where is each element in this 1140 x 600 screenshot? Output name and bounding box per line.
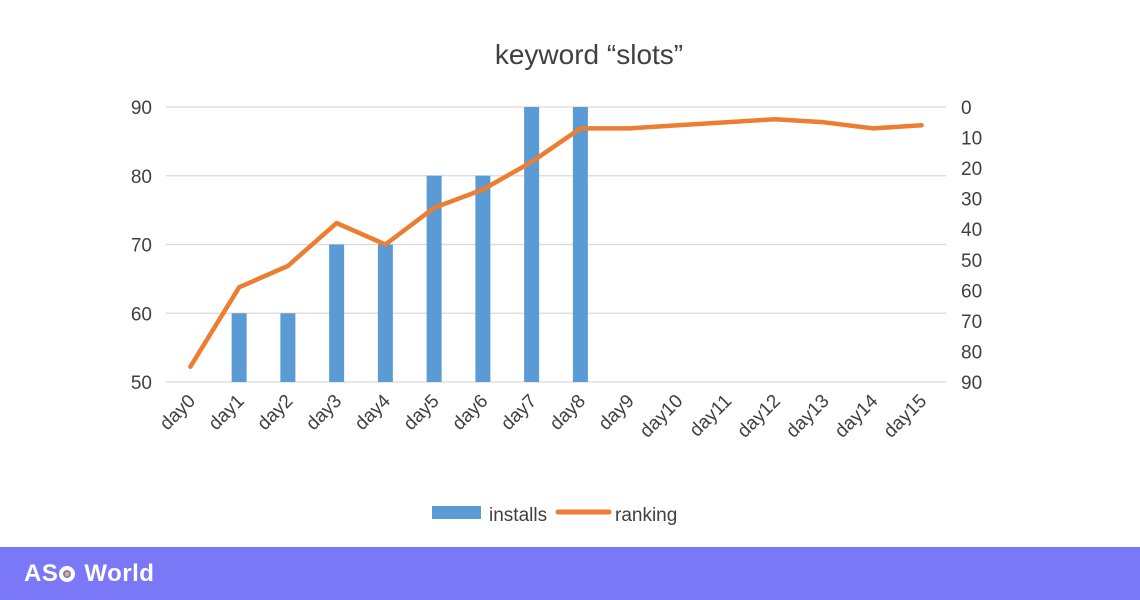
x-tick-label: day5 xyxy=(400,391,444,435)
installs-bars xyxy=(231,107,588,382)
left-tick-label: 80 xyxy=(131,167,152,188)
chart: keyword “slots” 50 60 70 80 90 0 10 20 30 40 50 60… xyxy=(131,39,982,526)
legend-swatch-installs xyxy=(432,506,481,519)
right-tick-label: 50 xyxy=(961,251,982,272)
gridlines xyxy=(166,106,946,383)
installs-bar xyxy=(572,107,588,382)
right-tick-label: 70 xyxy=(961,312,982,333)
installs-bar xyxy=(377,244,393,382)
x-tick-label: day3 xyxy=(302,391,346,435)
footer-bar: AS World xyxy=(0,547,1140,600)
x-tick-label: day2 xyxy=(253,391,297,435)
right-tick-label: 60 xyxy=(961,281,982,302)
right-tick-label: 0 xyxy=(961,98,972,119)
x-tick-label: day12 xyxy=(733,391,784,442)
installs-bar xyxy=(475,175,491,382)
x-tick-label: day0 xyxy=(156,391,200,435)
legend: installs ranking xyxy=(432,505,677,526)
left-tick-label: 60 xyxy=(131,304,152,325)
right-axis: 0 10 20 30 40 50 60 70 80 90 xyxy=(961,98,982,394)
brand-logo: AS World xyxy=(24,559,154,589)
installs-bar xyxy=(280,313,296,382)
x-tick-label: day8 xyxy=(546,391,590,435)
x-axis: day0 day1 day2 day3 day4 day5 day6 day7 day8 day9… xyxy=(156,390,931,442)
left-tick-label: 90 xyxy=(131,98,152,119)
left-tick-label: 50 xyxy=(131,373,152,394)
ranking-line-group xyxy=(188,116,924,369)
x-tick-label: day4 xyxy=(351,390,395,434)
x-tick-label: day15 xyxy=(880,391,931,442)
x-tick-label: day9 xyxy=(595,391,639,435)
right-tick-label: 90 xyxy=(961,373,982,394)
brand-ring-icon xyxy=(59,566,76,582)
legend-label-installs: installs xyxy=(489,505,547,526)
x-tick-label: day7 xyxy=(497,391,541,435)
x-tick-label: day6 xyxy=(448,391,492,435)
ranking-line xyxy=(188,116,924,369)
brand-text-right: World xyxy=(84,560,155,587)
x-tick-label: day1 xyxy=(205,391,249,435)
chart-title: keyword “slots” xyxy=(495,39,683,70)
right-tick-label: 20 xyxy=(961,159,982,180)
brand-text-left: AS xyxy=(24,560,59,587)
right-tick-label: 40 xyxy=(961,220,982,241)
right-tick-label: 10 xyxy=(961,129,982,150)
legend-label-ranking: ranking xyxy=(615,505,677,526)
x-tick-label: day10 xyxy=(636,391,687,442)
installs-bar xyxy=(524,107,540,382)
installs-bar xyxy=(231,313,247,382)
installs-bar xyxy=(426,175,442,382)
right-tick-label: 30 xyxy=(961,190,982,211)
installs-bar xyxy=(329,244,345,382)
left-tick-label: 70 xyxy=(131,236,152,257)
x-tick-label: day14 xyxy=(831,390,883,442)
left-axis: 50 60 70 80 90 xyxy=(131,98,152,394)
right-tick-label: 80 xyxy=(961,342,982,363)
x-tick-label: day13 xyxy=(782,391,833,442)
x-tick-label: day11 xyxy=(686,391,736,441)
